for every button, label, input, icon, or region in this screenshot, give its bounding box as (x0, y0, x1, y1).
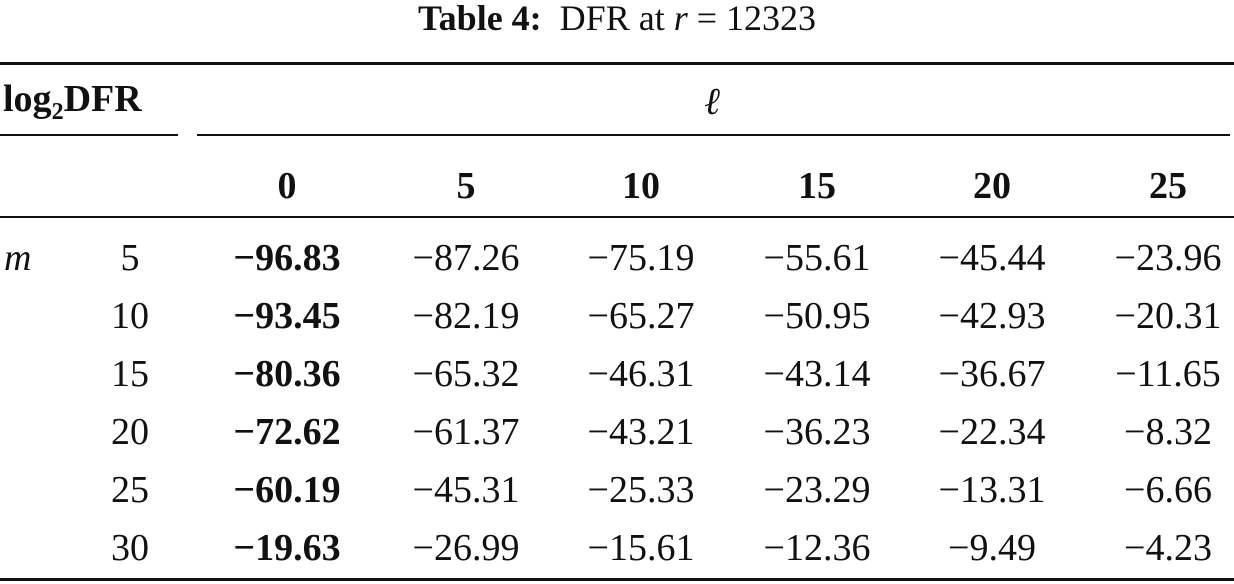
corner-base: log (3, 78, 52, 120)
column-header: 0 (277, 165, 297, 207)
cell: −65.27 (587, 295, 695, 337)
bottom-rule (0, 578, 1234, 581)
cell: −75.19 (587, 237, 695, 279)
cell: −23.29 (763, 469, 871, 511)
cell: −19.63 (233, 527, 341, 569)
cell: −87.26 (412, 237, 520, 279)
column-header: 15 (798, 165, 836, 207)
cell: −45.31 (412, 469, 520, 511)
group-rule (197, 134, 1230, 136)
caption-variable: r (673, 0, 688, 38)
column-header: 20 (973, 165, 1011, 207)
corner-subscript: 2 (51, 99, 64, 125)
row-label: 10 (111, 295, 149, 337)
caption: Table 4: DFR at r = 12323 (418, 0, 816, 36)
cell: −20.31 (1114, 295, 1222, 337)
corner-name: DFR (63, 78, 142, 120)
caption-value: = 12323 (696, 0, 817, 38)
corner-header: log2DFR (3, 80, 142, 124)
cell: −25.33 (587, 469, 695, 511)
cell: −82.19 (412, 295, 520, 337)
row-label: 25 (111, 469, 149, 511)
caption-text: DFR at (559, 0, 665, 38)
row-label: 5 (120, 237, 140, 279)
cell: −61.37 (412, 411, 520, 453)
cell: −50.95 (763, 295, 871, 337)
cell: −43.14 (763, 353, 871, 395)
cell: −13.31 (938, 469, 1046, 511)
column-group: ℓ (704, 81, 720, 123)
cell: −22.34 (938, 411, 1046, 453)
cell: −11.65 (1115, 353, 1221, 395)
cell: −23.96 (1114, 237, 1222, 279)
cell: −4.23 (1124, 527, 1212, 569)
cell: −93.45 (233, 295, 341, 337)
row-label: 30 (111, 527, 149, 569)
cell: −8.32 (1124, 411, 1212, 453)
row-label: 20 (111, 411, 149, 453)
cell: −42.93 (938, 295, 1046, 337)
row-label: 15 (111, 353, 149, 395)
cell: −65.32 (412, 353, 520, 395)
cell: −46.31 (587, 353, 695, 395)
header-rule (0, 216, 1234, 218)
cell: −36.67 (938, 353, 1046, 395)
column-header: 25 (1149, 165, 1187, 207)
row-group: m (4, 237, 32, 279)
cell: −6.66 (1124, 469, 1212, 511)
cell: −9.49 (948, 527, 1036, 569)
cell: −55.61 (763, 237, 871, 279)
cell: −36.23 (763, 411, 871, 453)
cell: −43.21 (587, 411, 695, 453)
caption-label: Table 4: (417, 0, 542, 38)
cell: −26.99 (412, 527, 520, 569)
cell: −96.83 (233, 237, 341, 279)
cell: −72.62 (233, 411, 341, 453)
cell: −80.36 (233, 353, 341, 395)
column-header: 10 (622, 165, 660, 207)
cell: −15.61 (587, 527, 695, 569)
cell: −45.44 (938, 237, 1046, 279)
cell: −12.36 (763, 527, 871, 569)
top-rule (0, 62, 1234, 65)
column-header: 5 (456, 165, 476, 207)
corner-rule (0, 134, 178, 136)
cell: −60.19 (233, 469, 341, 511)
